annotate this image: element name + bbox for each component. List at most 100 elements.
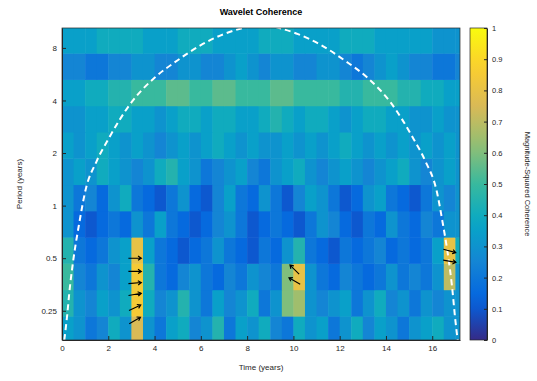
cell [386, 290, 398, 317]
cell [386, 79, 398, 106]
cell [317, 290, 329, 317]
cell [85, 132, 97, 159]
cell [351, 28, 363, 54]
colorbar-tick: 0.5 [484, 180, 502, 189]
cell [293, 290, 305, 317]
cell [97, 132, 109, 159]
cell [166, 79, 178, 106]
phase-arrow [289, 278, 300, 285]
cell [212, 185, 224, 212]
cell [189, 53, 201, 80]
cell [409, 211, 421, 238]
x-tick-mark [293, 336, 294, 340]
cell [374, 263, 386, 290]
cell [120, 290, 132, 317]
cell [85, 237, 97, 264]
colorbar-tick-mark [484, 246, 487, 247]
cell [259, 185, 271, 212]
title: Wavelet Coherence [220, 7, 303, 17]
x-tick-label: 8 [245, 344, 250, 353]
cell [455, 158, 460, 185]
colorbar-tick: 1 [484, 24, 496, 33]
colorbar-tick: 0 [484, 336, 496, 345]
cell [189, 158, 201, 185]
cell [270, 79, 282, 106]
cell [236, 79, 248, 106]
cell [340, 79, 352, 106]
cell [328, 28, 340, 54]
cell [189, 211, 201, 238]
cell [328, 316, 340, 340]
x-tick-mark [247, 336, 248, 340]
cell [386, 316, 398, 340]
cell [74, 132, 86, 159]
cell [224, 53, 236, 80]
y-tick-mark [62, 153, 66, 154]
cell [62, 290, 74, 317]
cell [409, 79, 421, 106]
cell [201, 211, 213, 238]
cell [85, 211, 97, 238]
cell [432, 79, 444, 106]
x-tick-label: 12 [336, 344, 345, 353]
colorbar-axis-line [487, 29, 488, 341]
cell [212, 106, 224, 133]
cell [432, 263, 444, 290]
cell [374, 237, 386, 264]
cell [293, 79, 305, 106]
cell [85, 263, 97, 290]
cell [386, 185, 398, 212]
x-tick-mark [340, 336, 341, 340]
cell [351, 263, 363, 290]
cell [62, 211, 74, 238]
cell [97, 316, 109, 340]
cell [421, 290, 433, 317]
cell [293, 28, 305, 54]
cell [351, 185, 363, 212]
cell [201, 79, 213, 106]
colorbar-tick-mark [484, 153, 487, 154]
phase-arrow [129, 305, 141, 311]
cell [317, 106, 329, 133]
cell [155, 79, 167, 106]
cell [120, 158, 132, 185]
cell [201, 290, 213, 317]
cell [386, 106, 398, 133]
cell [108, 290, 120, 317]
cell [317, 316, 329, 340]
y-tick: 4 [53, 97, 66, 106]
cell [328, 106, 340, 133]
phase-arrows [128, 249, 456, 323]
cell [85, 53, 97, 80]
cell [166, 185, 178, 212]
cell [201, 237, 213, 264]
cell [247, 290, 259, 317]
cell [131, 237, 143, 264]
cell [398, 79, 410, 106]
cell [293, 106, 305, 133]
x-tick: 6 [199, 336, 204, 353]
cell [328, 185, 340, 212]
x-tick: 14 [382, 336, 391, 353]
cell [259, 132, 271, 159]
colorbar-tick-label: 0.8 [492, 86, 502, 95]
cell [317, 28, 329, 54]
cell [328, 211, 340, 238]
cell [247, 185, 259, 212]
cell [363, 185, 375, 212]
cell [398, 132, 410, 159]
cell [305, 290, 317, 317]
cell [120, 185, 132, 212]
cell [444, 28, 456, 54]
colorbar-tick: 0.9 [484, 55, 502, 64]
y-tick-label: 4 [53, 97, 58, 106]
x-tick: 16 [428, 336, 437, 353]
cell [131, 132, 143, 159]
cell [212, 28, 224, 54]
cell [398, 316, 410, 340]
y-tick: 1 [53, 202, 66, 211]
cell [398, 158, 410, 185]
cell [270, 106, 282, 133]
cell [189, 237, 201, 264]
cell [236, 185, 248, 212]
